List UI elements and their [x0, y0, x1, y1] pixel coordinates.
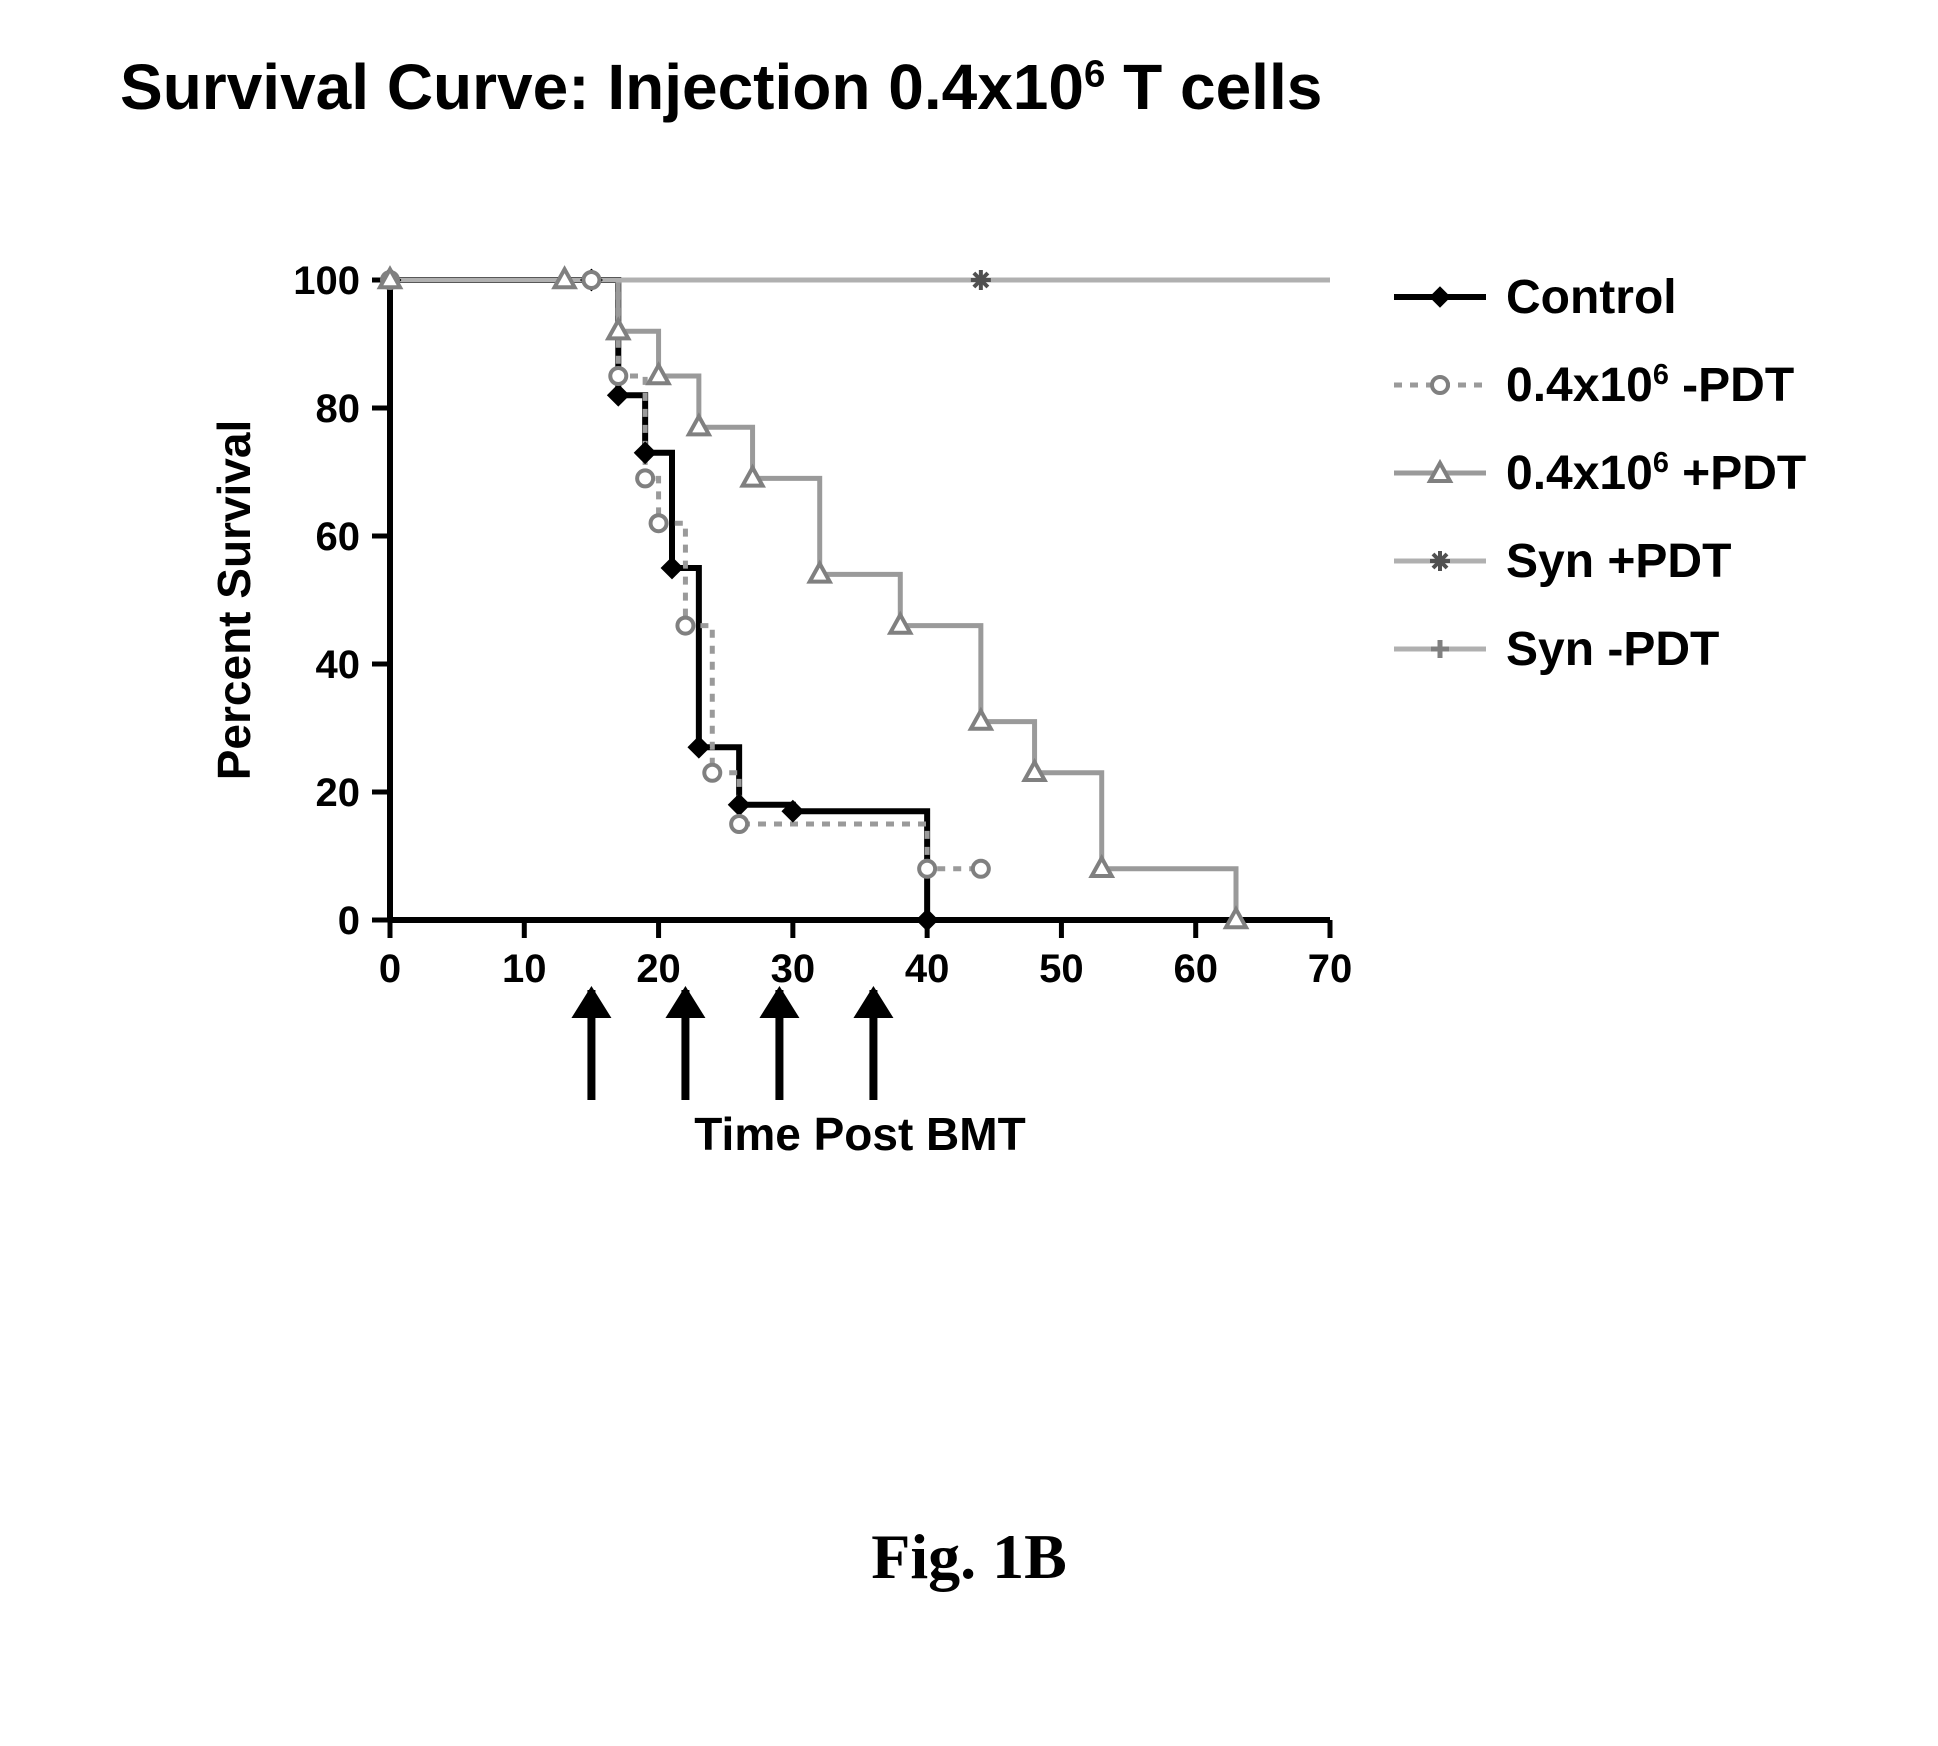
figure-caption: Fig. 1B [0, 1520, 1938, 1594]
title-suffix: T cells [1105, 51, 1322, 123]
legend-label: Syn +PDT [1506, 534, 1731, 589]
legend-swatch [1390, 365, 1490, 405]
title-prefix: Survival Curve: Injection 0.4x10 [120, 51, 1084, 123]
svg-text:Time Post BMT: Time Post BMT [694, 1108, 1025, 1160]
page-root: Survival Curve: Injection 0.4x106 T cell… [0, 0, 1938, 1746]
svg-text:60: 60 [1173, 947, 1218, 991]
svg-text:10: 10 [502, 947, 547, 991]
figure-area: 0 10 20 30 40 50 60 70 0 20 40 60 80 100 Percent Survi… [60, 230, 1880, 1330]
legend-label: Syn -PDT [1506, 622, 1719, 677]
legend-label: 0.4x106 -PDT [1506, 358, 1794, 413]
legend-label: 0.4x106 +PDT [1506, 446, 1806, 501]
svg-text:60: 60 [316, 515, 361, 559]
svg-text:20: 20 [316, 771, 361, 815]
svg-text:30: 30 [771, 947, 816, 991]
svg-text:40: 40 [316, 643, 361, 687]
chart-title: Survival Curve: Injection 0.4x106 T cell… [120, 50, 1322, 124]
title-super: 6 [1084, 53, 1105, 96]
legend-label: Control [1506, 270, 1677, 325]
legend-swatch [1390, 629, 1490, 669]
svg-text:0: 0 [338, 899, 360, 943]
legend-swatch [1390, 453, 1490, 493]
legend: Control 0.4x106 -PDT 0.4x106 +PDT Syn +PDT S… [1390, 270, 1860, 710]
svg-text:40: 40 [905, 947, 950, 991]
legend-swatch [1390, 541, 1490, 581]
svg-text:80: 80 [316, 387, 361, 431]
svg-text:20: 20 [636, 947, 681, 991]
svg-text:Percent Survival: Percent Survival [208, 420, 260, 781]
legend-item: 0.4x106 -PDT [1390, 358, 1860, 412]
legend-item: Control [1390, 270, 1860, 324]
svg-text:0: 0 [379, 947, 401, 991]
legend-item: 0.4x106 +PDT [1390, 446, 1860, 500]
svg-text:100: 100 [293, 259, 360, 303]
svg-text:50: 50 [1039, 947, 1084, 991]
legend-item: Syn -PDT [1390, 622, 1860, 676]
survival-chart: 0 10 20 30 40 50 60 70 0 20 40 60 80 100 Percent Survi… [60, 230, 1380, 1280]
legend-item: Syn +PDT [1390, 534, 1860, 588]
legend-swatch [1390, 277, 1490, 317]
svg-text:70: 70 [1308, 947, 1353, 991]
